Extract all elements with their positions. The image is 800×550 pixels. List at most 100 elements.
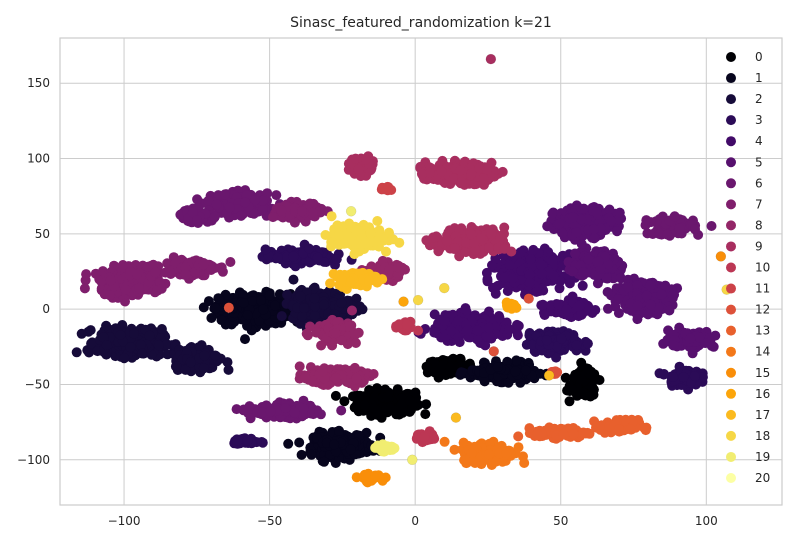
point <box>231 404 242 415</box>
point <box>222 357 233 368</box>
point <box>247 296 258 306</box>
point <box>396 398 407 409</box>
point <box>211 199 222 210</box>
point <box>98 332 109 343</box>
point <box>622 282 633 293</box>
point <box>306 449 317 460</box>
point <box>242 435 253 446</box>
point <box>288 251 299 262</box>
point <box>210 350 221 361</box>
point <box>536 259 547 270</box>
point <box>576 374 587 385</box>
point <box>632 300 643 311</box>
point <box>576 238 587 249</box>
point <box>593 256 604 267</box>
point <box>236 210 247 221</box>
point <box>265 406 276 417</box>
point <box>283 438 294 449</box>
point <box>135 339 146 350</box>
point <box>578 267 589 277</box>
point <box>298 403 309 414</box>
point <box>185 357 196 368</box>
point <box>656 289 667 300</box>
point <box>560 372 571 383</box>
point <box>446 326 457 336</box>
point <box>270 300 280 311</box>
point <box>86 338 97 349</box>
point <box>582 338 593 349</box>
point <box>482 276 493 287</box>
point <box>556 333 567 344</box>
cluster-1 <box>455 355 555 388</box>
point <box>472 325 483 336</box>
point <box>276 311 287 322</box>
point <box>160 340 171 351</box>
point <box>382 392 393 403</box>
point <box>694 332 705 343</box>
point <box>351 401 362 412</box>
point <box>668 372 678 382</box>
point <box>690 224 700 235</box>
point <box>614 207 625 218</box>
point <box>668 340 679 351</box>
point <box>213 293 224 304</box>
point <box>567 266 578 277</box>
point <box>602 287 613 297</box>
point <box>504 324 515 335</box>
point <box>583 254 594 265</box>
point <box>603 303 613 314</box>
point <box>678 372 689 383</box>
point <box>547 255 558 266</box>
point <box>260 244 271 255</box>
cluster-2 <box>71 320 181 364</box>
point <box>645 299 656 310</box>
point <box>541 335 552 346</box>
point <box>280 403 291 414</box>
point <box>329 439 340 450</box>
grid-lines <box>60 38 782 505</box>
point <box>336 405 347 416</box>
point <box>240 334 250 345</box>
point <box>572 301 583 312</box>
point <box>606 216 617 227</box>
point <box>667 290 678 301</box>
point <box>589 233 600 244</box>
point <box>539 310 550 320</box>
point <box>554 218 565 229</box>
point <box>71 347 82 358</box>
point <box>577 280 588 291</box>
point <box>587 381 598 392</box>
point <box>206 313 217 323</box>
point <box>85 325 96 336</box>
point <box>294 437 305 448</box>
point <box>264 290 275 301</box>
point <box>258 304 269 315</box>
point <box>504 260 515 271</box>
point <box>240 197 251 208</box>
point <box>548 270 559 281</box>
point <box>319 456 330 467</box>
point <box>289 407 300 418</box>
point <box>244 401 255 412</box>
point <box>271 190 282 201</box>
point <box>553 299 564 310</box>
point <box>706 221 717 231</box>
point <box>334 425 344 436</box>
point <box>439 316 450 327</box>
point <box>210 303 221 314</box>
point <box>537 268 547 279</box>
cluster-0 <box>421 353 481 383</box>
point <box>570 248 580 259</box>
point <box>410 387 421 398</box>
point <box>199 350 210 361</box>
point <box>216 315 227 326</box>
point <box>664 305 675 316</box>
point <box>567 212 578 223</box>
point <box>658 369 669 380</box>
point <box>219 189 230 200</box>
point <box>490 288 501 299</box>
point <box>483 322 494 333</box>
point <box>309 310 320 321</box>
point <box>588 224 599 235</box>
point <box>330 390 341 401</box>
